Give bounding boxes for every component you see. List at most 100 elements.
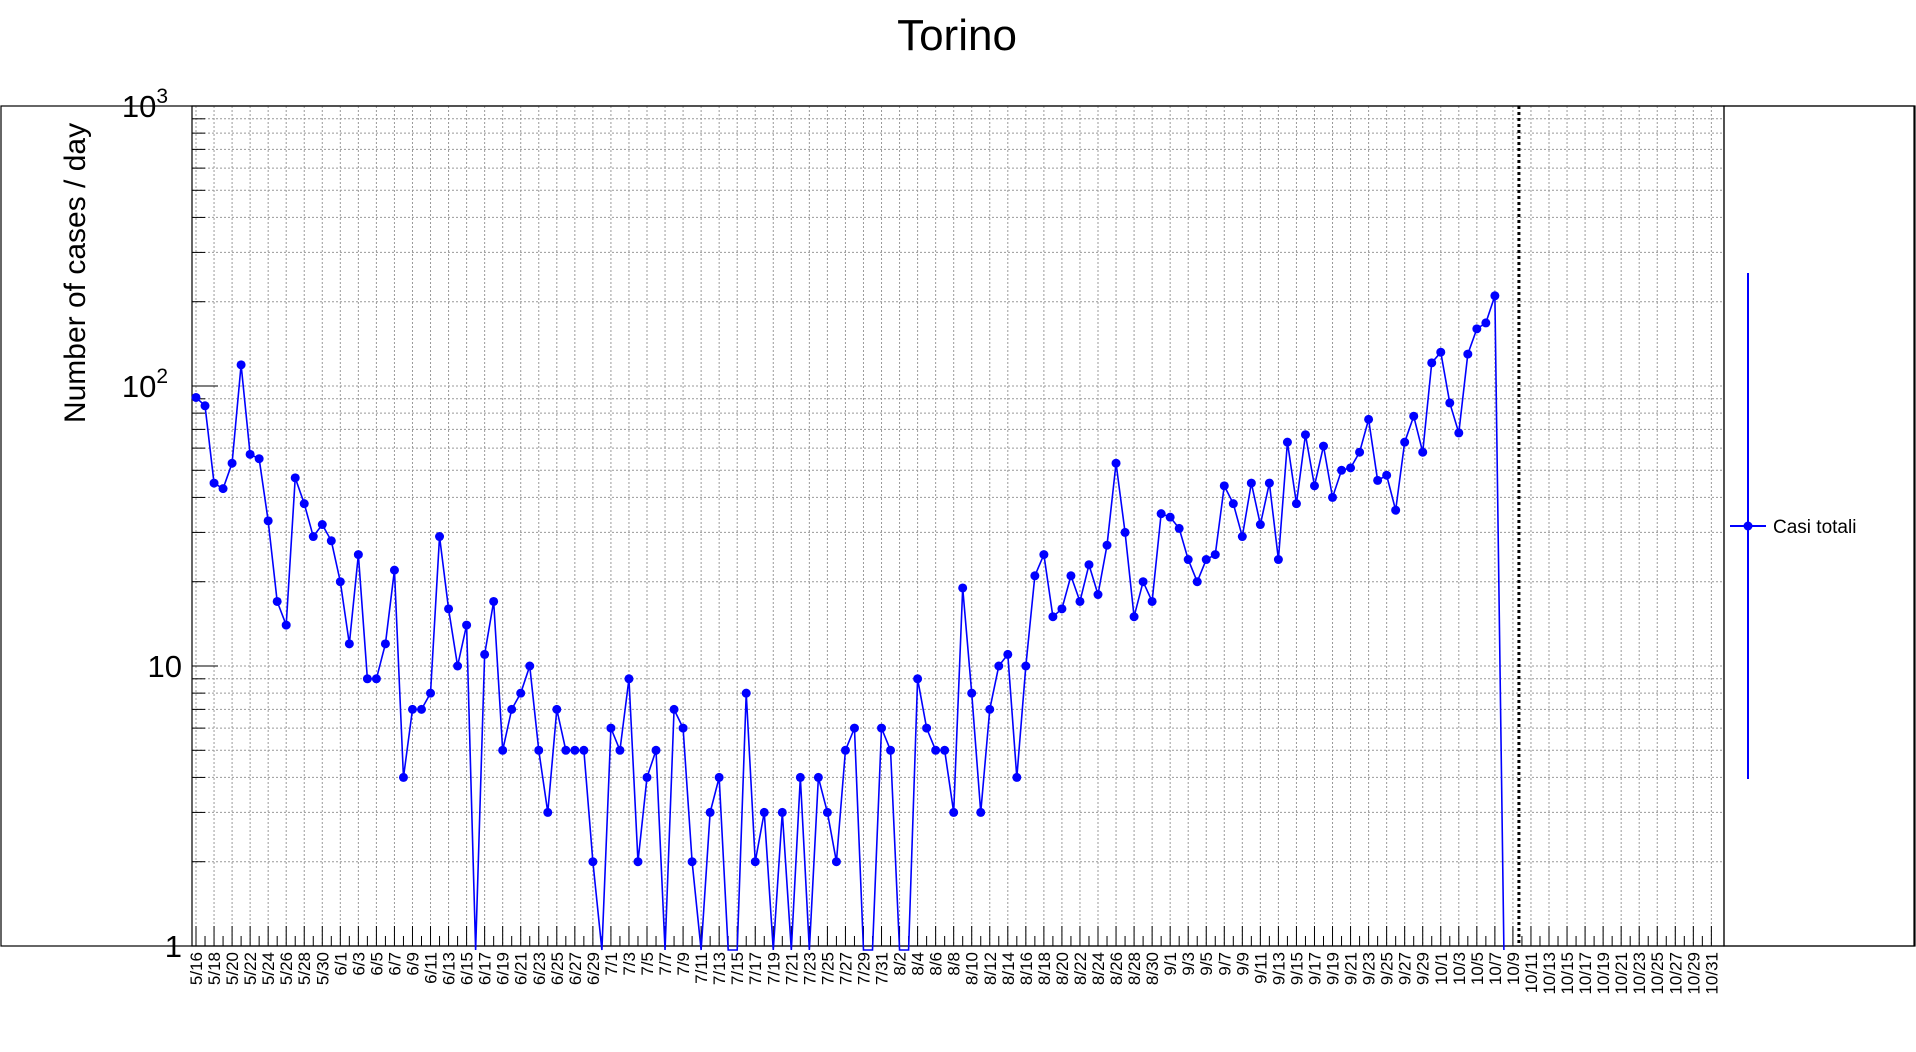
data-point xyxy=(624,674,634,684)
data-point xyxy=(949,807,959,817)
data-point xyxy=(191,392,201,402)
data-point xyxy=(525,661,535,671)
x-tick-label: 8/4 xyxy=(909,952,928,976)
x-tick-label: 9/3 xyxy=(1179,952,1198,976)
data-point xyxy=(389,565,399,575)
data-point xyxy=(1337,465,1347,475)
data-point xyxy=(1382,470,1392,480)
x-tick-label: 7/9 xyxy=(674,952,693,976)
data-point xyxy=(1373,475,1383,485)
x-tick-label: 9/13 xyxy=(1269,952,1288,985)
x-tick-label: 10/9 xyxy=(1504,952,1523,985)
data-point xyxy=(1391,505,1401,515)
x-tick-label: 9/27 xyxy=(1396,952,1415,985)
x-tick-label: 5/24 xyxy=(259,952,278,985)
data-point xyxy=(849,723,859,733)
data-point xyxy=(606,723,616,733)
x-tick-label: 7/27 xyxy=(836,952,855,985)
data-point xyxy=(1454,428,1464,438)
data-point xyxy=(1481,318,1491,328)
data-point xyxy=(444,604,454,614)
data-point xyxy=(543,807,553,817)
x-tick-label: 6/1 xyxy=(331,952,350,976)
x-tick-label: 9/7 xyxy=(1215,952,1234,976)
data-point xyxy=(227,458,237,468)
data-point xyxy=(1346,463,1356,473)
data-point xyxy=(1111,458,1121,468)
data-point xyxy=(407,704,417,714)
data-point xyxy=(877,723,887,733)
x-tick-label: 8/6 xyxy=(927,952,946,976)
data-point xyxy=(1490,291,1500,301)
data-point xyxy=(1048,612,1058,622)
data-point xyxy=(326,536,336,546)
x-tick-label: 7/11 xyxy=(692,952,711,984)
x-tick-label: 8/2 xyxy=(891,952,910,976)
data-point xyxy=(552,704,562,714)
x-tick-label: 6/5 xyxy=(367,952,386,976)
x-tick-label: 7/3 xyxy=(620,952,639,976)
x-tick-label: 8/24 xyxy=(1089,952,1108,985)
data-point xyxy=(678,723,688,733)
data-point xyxy=(426,688,436,698)
y-axis-label: Number of cases / day xyxy=(59,123,92,423)
x-axis: 5/16 5/18 5/20 5/22 5/24 5/26 5/28 5/30 6/1 6/3 6/… xyxy=(187,926,1721,995)
x-tick-label: 7/17 xyxy=(746,952,765,985)
x-tick-label: 7/21 xyxy=(782,952,801,985)
data-point xyxy=(1409,411,1419,421)
x-tick-label: 7/29 xyxy=(854,952,873,985)
data-point xyxy=(1255,520,1265,530)
data-point xyxy=(1102,540,1112,550)
x-tick-label: 10/15 xyxy=(1558,952,1577,995)
x-tick-label: 9/11 xyxy=(1251,952,1270,984)
data-point xyxy=(931,745,941,755)
data-point xyxy=(1291,499,1301,509)
x-tick-label: 8/18 xyxy=(1035,952,1054,985)
x-tick-label: 6/21 xyxy=(512,952,531,985)
data-point xyxy=(1012,772,1022,782)
data-point xyxy=(1300,430,1310,440)
data-point xyxy=(1418,447,1428,457)
x-tick-label: 7/7 xyxy=(656,952,675,976)
x-tick-label: 8/10 xyxy=(963,952,982,985)
data-point xyxy=(813,772,823,782)
data-point xyxy=(1445,398,1455,408)
data-point xyxy=(967,688,977,698)
series-casi-totali xyxy=(191,291,1505,951)
x-tick-label: 9/29 xyxy=(1414,952,1433,985)
x-tick-label: 7/1 xyxy=(602,952,621,976)
x-tick-label: 6/25 xyxy=(548,952,567,985)
data-point xyxy=(1093,590,1103,600)
data-point xyxy=(1039,550,1049,560)
x-tick-label: 5/16 xyxy=(187,952,206,985)
data-point xyxy=(1264,478,1274,488)
data-point xyxy=(1201,555,1211,565)
data-point xyxy=(1427,358,1437,368)
data-point xyxy=(1156,509,1166,519)
data-point xyxy=(254,454,264,464)
data-point xyxy=(317,520,327,530)
x-tick-label: 5/30 xyxy=(313,952,332,985)
data-point xyxy=(1436,347,1446,357)
x-tick-label: 9/17 xyxy=(1305,952,1324,985)
data-point xyxy=(417,704,426,714)
x-tick-label: 9/25 xyxy=(1378,952,1397,985)
data-point xyxy=(398,772,408,782)
data-point xyxy=(1192,577,1202,587)
x-tick-label: 5/26 xyxy=(277,952,296,985)
data-point xyxy=(1400,437,1410,447)
data-point xyxy=(669,704,679,714)
data-point xyxy=(1210,550,1220,560)
x-tick-label: 6/9 xyxy=(403,952,422,976)
x-tick-label: 6/15 xyxy=(458,952,477,985)
data-point xyxy=(209,478,219,488)
x-tick-label: 10/27 xyxy=(1666,952,1685,995)
x-tick-label: 8/20 xyxy=(1053,952,1072,985)
data-point xyxy=(380,639,390,649)
data-point xyxy=(840,745,850,755)
data-point xyxy=(1147,596,1157,606)
y-tick-label: 103 xyxy=(122,85,168,124)
data-point xyxy=(1364,414,1374,424)
x-tick-label: 5/22 xyxy=(241,952,260,985)
chart-title: Torino xyxy=(897,11,1017,60)
